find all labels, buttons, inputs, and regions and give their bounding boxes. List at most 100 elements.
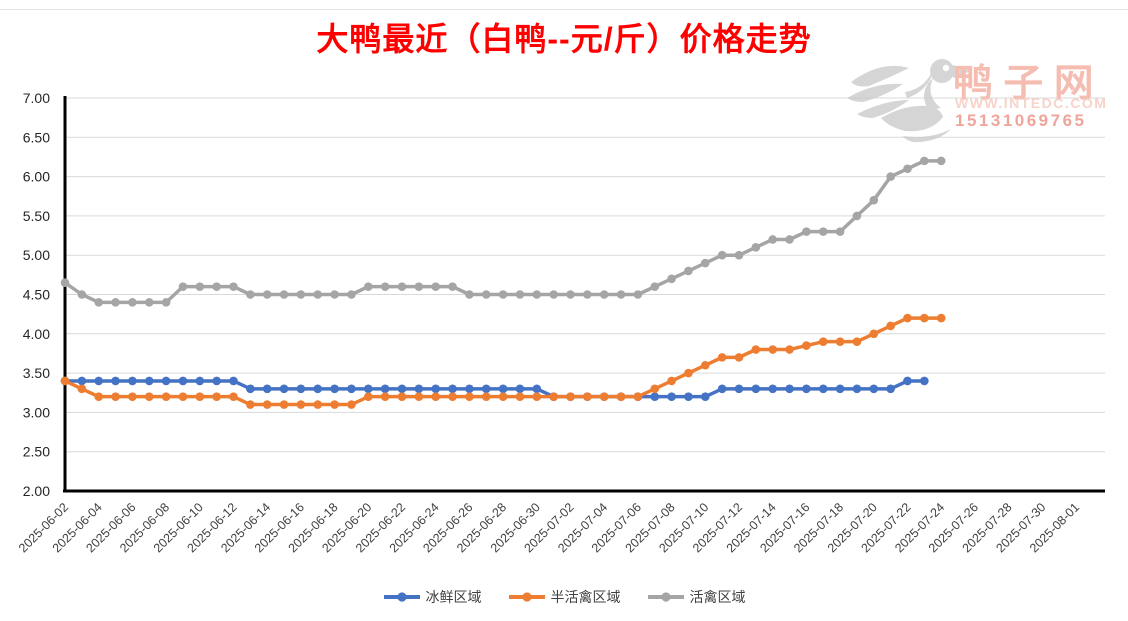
data-point xyxy=(920,376,929,386)
data-point xyxy=(161,298,171,307)
data-point xyxy=(397,392,407,401)
svg-text:2.50: 2.50 xyxy=(23,444,50,460)
data-point xyxy=(77,290,87,299)
data-point xyxy=(111,298,120,307)
series-半活禽区域 xyxy=(60,313,946,409)
data-point xyxy=(532,392,542,401)
data-point xyxy=(364,392,373,401)
data-point xyxy=(802,341,811,350)
data-point xyxy=(717,250,727,260)
data-point xyxy=(599,392,609,401)
data-point xyxy=(448,392,457,401)
svg-text:3.00: 3.00 xyxy=(23,404,50,420)
data-point xyxy=(313,290,323,299)
data-point xyxy=(886,384,895,394)
data-point xyxy=(111,392,120,401)
data-point xyxy=(583,392,592,401)
data-point xyxy=(279,384,289,394)
data-point xyxy=(161,392,171,401)
data-point xyxy=(616,392,626,401)
data-point xyxy=(768,345,777,354)
legend-label: 活禽区域 xyxy=(689,589,746,605)
svg-text:5.50: 5.50 xyxy=(23,208,50,224)
data-point xyxy=(262,384,272,394)
data-point xyxy=(481,392,491,401)
data-point xyxy=(313,384,323,394)
data-point xyxy=(246,400,255,409)
data-point xyxy=(498,290,508,299)
legend-item-半活禽区域: 半活禽区域 xyxy=(508,587,621,607)
data-point xyxy=(903,376,912,386)
data-point xyxy=(751,345,761,354)
data-point xyxy=(886,321,895,331)
data-point xyxy=(667,274,676,284)
data-point xyxy=(701,258,710,268)
data-point xyxy=(616,290,626,299)
data-point xyxy=(903,313,912,323)
data-point xyxy=(802,227,811,236)
legend-marker-icon xyxy=(508,592,545,602)
data-point xyxy=(262,290,272,299)
data-point xyxy=(734,250,744,260)
data-point xyxy=(684,368,693,378)
data-point xyxy=(852,384,862,394)
data-point xyxy=(364,282,373,291)
data-point xyxy=(650,282,660,291)
top-border-line xyxy=(0,9,1128,10)
data-point xyxy=(667,376,676,386)
chart-legend: 冰鲜区域 半活禽区域 活禽区域 xyxy=(0,584,1128,610)
data-point xyxy=(701,360,710,370)
data-point xyxy=(380,392,390,401)
data-point xyxy=(380,384,390,394)
data-point xyxy=(633,392,643,401)
data-point xyxy=(515,384,525,394)
data-point xyxy=(869,195,879,205)
data-point xyxy=(920,313,929,323)
data-point xyxy=(380,282,390,291)
data-point xyxy=(212,376,221,386)
data-point xyxy=(481,384,491,394)
data-point xyxy=(734,384,744,394)
data-point xyxy=(835,337,845,346)
data-point xyxy=(549,290,558,299)
data-point xyxy=(397,384,407,394)
data-point xyxy=(128,298,137,307)
data-point xyxy=(650,392,660,401)
data-point xyxy=(465,290,474,299)
data-point xyxy=(498,392,508,401)
data-point xyxy=(650,384,660,394)
data-point xyxy=(465,392,474,401)
series-活禽区域 xyxy=(60,156,946,307)
data-point xyxy=(465,384,474,394)
data-point xyxy=(414,282,424,291)
data-point xyxy=(347,384,356,394)
svg-text:2.00: 2.00 xyxy=(23,483,50,499)
data-point xyxy=(566,392,575,401)
data-point xyxy=(94,376,103,386)
data-point xyxy=(785,235,794,244)
data-point xyxy=(684,266,693,276)
data-point xyxy=(717,353,727,362)
data-point xyxy=(532,290,542,299)
data-point xyxy=(144,392,154,401)
data-point xyxy=(397,282,407,291)
data-point xyxy=(347,400,356,409)
data-point xyxy=(212,392,221,401)
data-point xyxy=(481,290,491,299)
data-point xyxy=(229,282,238,291)
data-point xyxy=(229,392,238,401)
x-axis-labels: 2025-06-022025-06-042025-06-062025-06-08… xyxy=(16,500,1082,555)
data-point xyxy=(414,392,424,401)
svg-text:4.00: 4.00 xyxy=(23,326,50,342)
svg-text:6.00: 6.00 xyxy=(23,169,50,185)
legend-marker-icon xyxy=(383,592,420,602)
svg-text:4.50: 4.50 xyxy=(23,287,50,303)
data-point xyxy=(448,384,457,394)
svg-text:3.50: 3.50 xyxy=(23,365,50,381)
data-point xyxy=(313,400,323,409)
data-point xyxy=(667,392,676,401)
data-point xyxy=(751,384,761,394)
svg-text:7.00: 7.00 xyxy=(23,90,50,106)
data-point xyxy=(212,282,221,291)
